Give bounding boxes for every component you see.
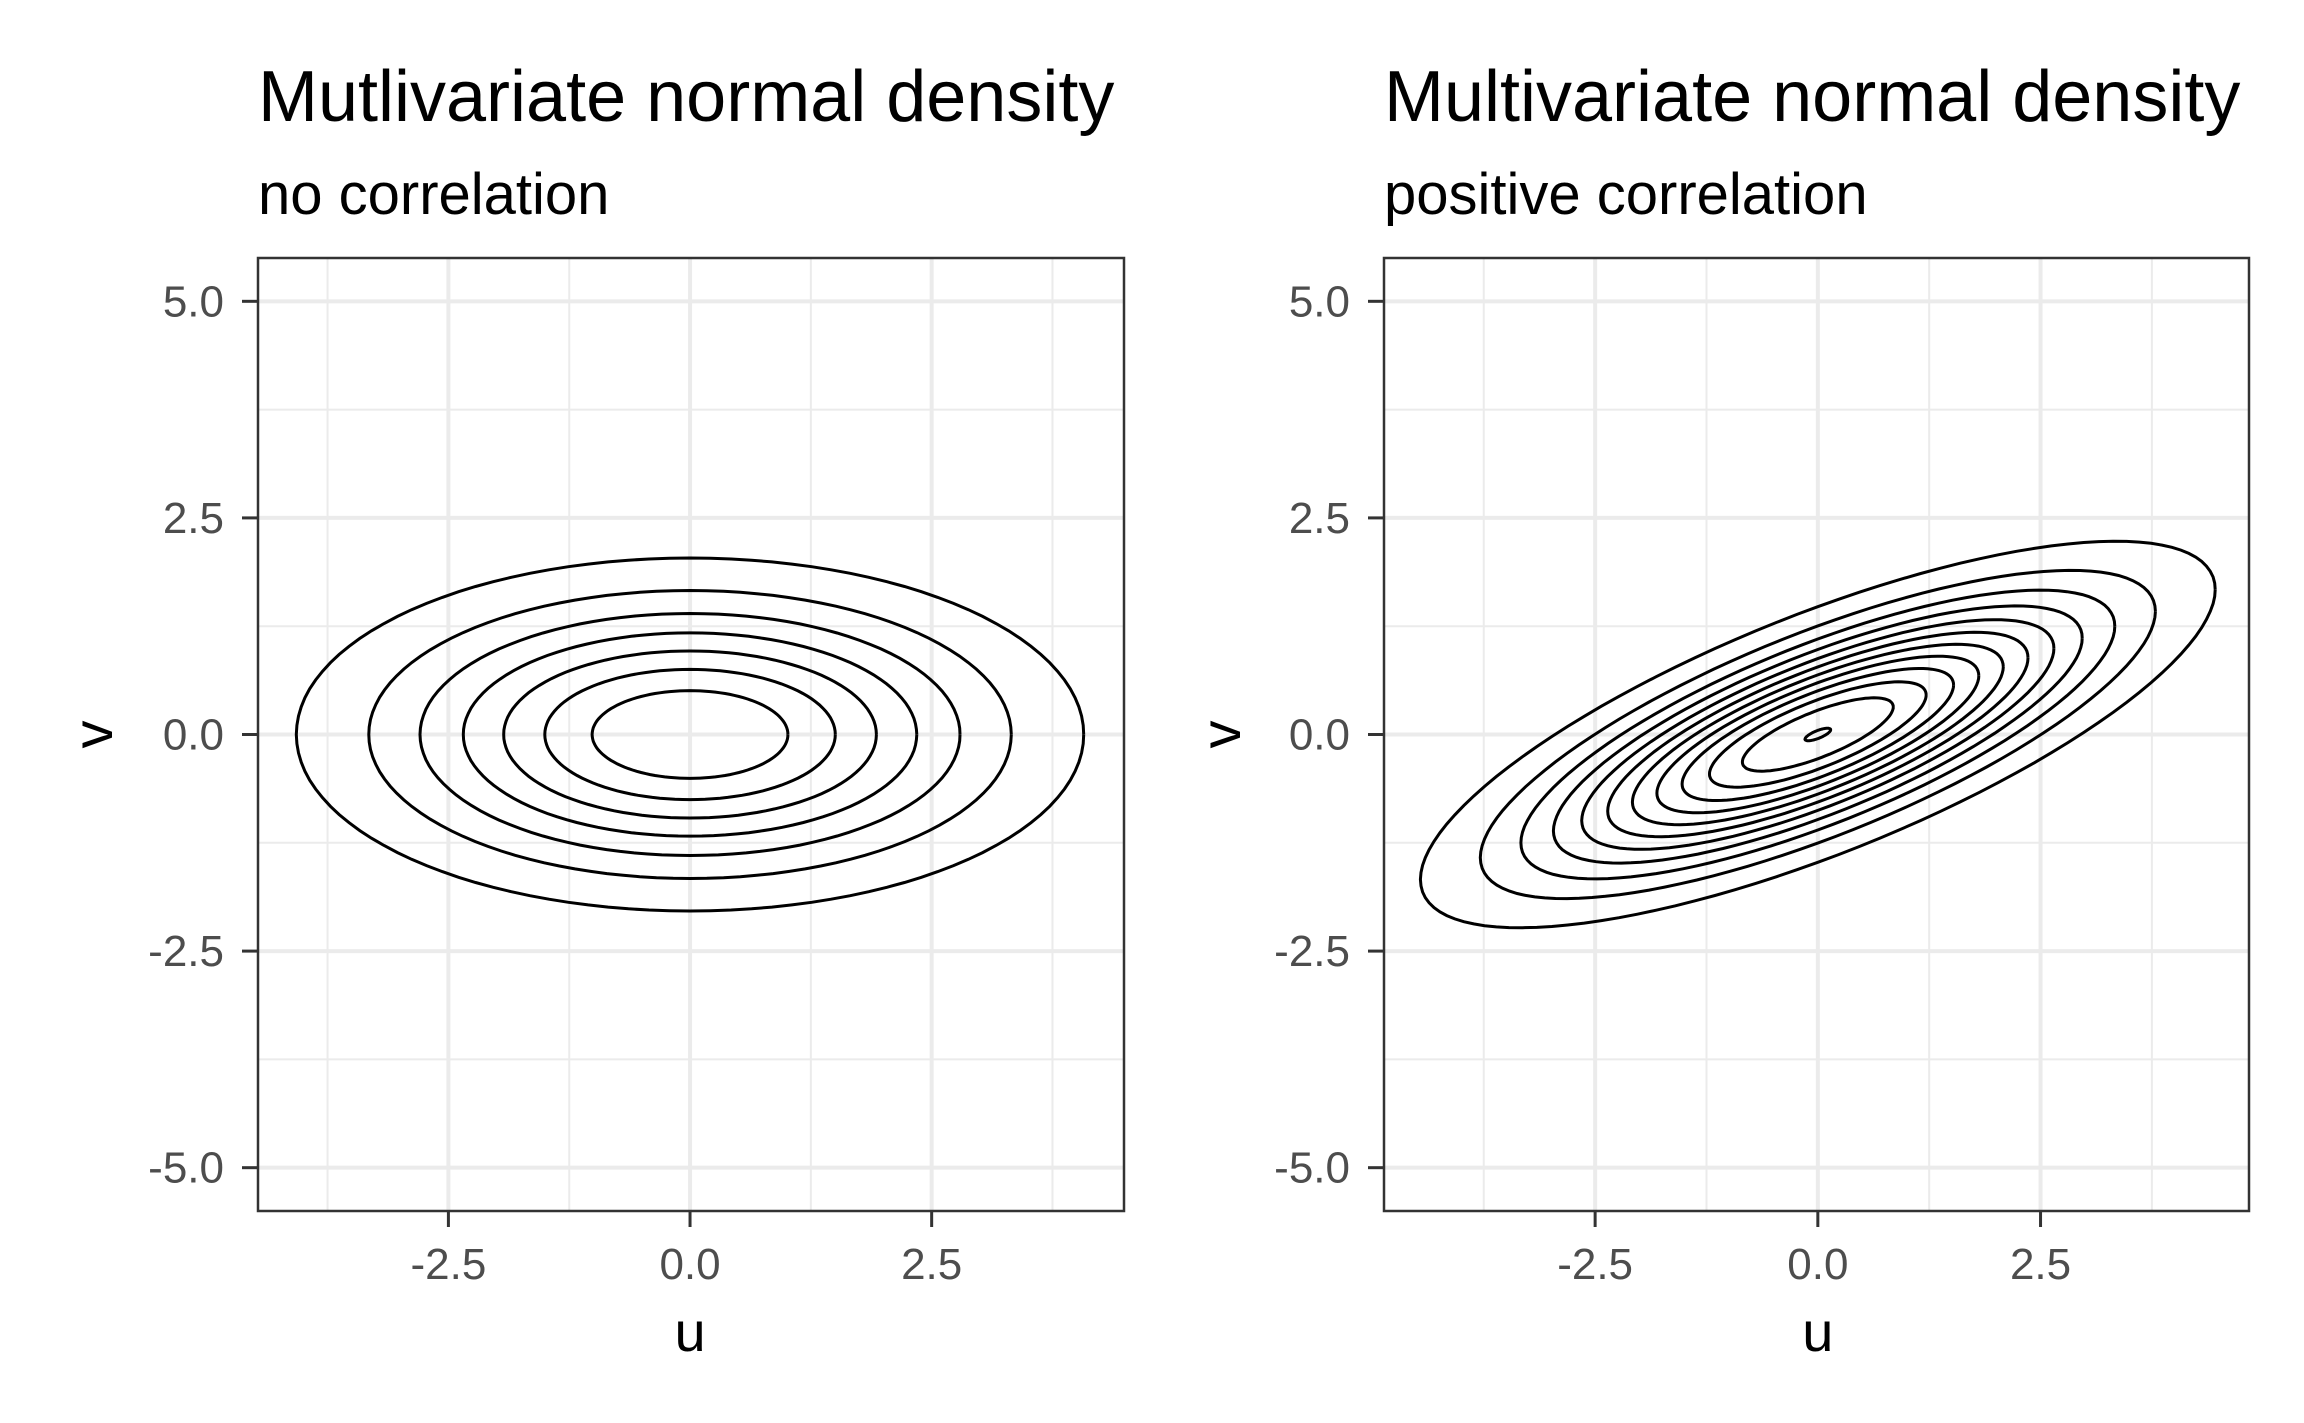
left-plot-area: -2.5 0.0 2.5 -5.0 -2.5 0.0 2.5 5.0 u v: [61, 256, 1126, 1363]
y-axis-title: v: [61, 721, 124, 749]
contour-line: [1680, 667, 1956, 802]
contour-line: [1418, 539, 2217, 930]
x-axis-title: u: [674, 1300, 705, 1363]
left-chart-subtitle: no correlation: [258, 162, 609, 227]
x-tick-label: -2.5: [1557, 1240, 1633, 1289]
right-panel: Multivariate normal density positive cor…: [1189, 57, 2251, 1363]
y-tick-label: -2.5: [1274, 927, 1350, 976]
x-tick-label: 2.5: [901, 1240, 962, 1289]
y-tick-label: 0.0: [163, 711, 224, 760]
contour-line: [1655, 654, 1981, 815]
contour-line: [590, 689, 790, 780]
left-panel: Mutlivariate normal density no correlati…: [61, 57, 1126, 1363]
contour-line: [294, 556, 1086, 913]
contour-line: [461, 631, 919, 838]
contour-line: [1606, 630, 2030, 839]
y-tick-label: -5.0: [1274, 1144, 1350, 1193]
x-axis-title: u: [1802, 1300, 1833, 1363]
contour-line: [1580, 618, 2056, 851]
y-tick-label: 0.0: [1289, 711, 1350, 760]
y-axis-title: v: [1189, 721, 1252, 749]
y-tick-label: 2.5: [163, 494, 224, 543]
right-chart-subtitle: positive correlation: [1384, 162, 1868, 227]
y-tick-label: -5.0: [148, 1144, 224, 1193]
contour-line: [1630, 642, 2005, 827]
contour-line: [1740, 696, 1895, 773]
contour-line: [1707, 680, 1928, 789]
y-tick-label: -2.5: [148, 927, 224, 976]
contour-line: [367, 588, 1013, 881]
contour-line: [543, 667, 837, 802]
y-tick-label: 5.0: [1289, 277, 1350, 326]
contour-line: [1478, 568, 2157, 901]
x-tick-label: 0.0: [1787, 1240, 1848, 1289]
left-chart-title: Mutlivariate normal density: [258, 57, 1114, 137]
right-chart-title: Multivariate normal density: [1384, 57, 2240, 137]
right-plot-area: -2.5 0.0 2.5 -5.0 -2.5 0.0 2.5 5.0 u v: [1189, 256, 2251, 1363]
contour-line: [1803, 726, 1833, 743]
contour-line: [418, 611, 962, 858]
x-tick-label: -2.5: [410, 1240, 486, 1289]
x-tick-label: 2.5: [2010, 1240, 2071, 1289]
x-tick-label: 0.0: [659, 1240, 720, 1289]
y-tick-label: 5.0: [163, 277, 224, 326]
contour-line: [1551, 604, 2084, 865]
y-tick-label: 2.5: [1289, 494, 1350, 543]
contour-line: [502, 649, 878, 820]
contour-line: [1519, 588, 2117, 881]
